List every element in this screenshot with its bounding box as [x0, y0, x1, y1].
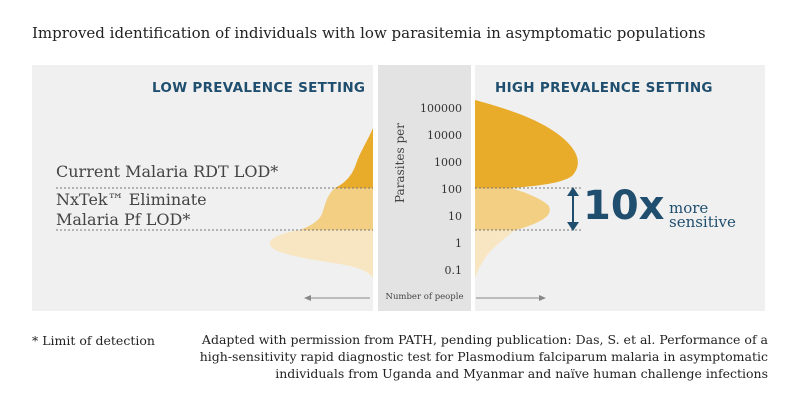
- high-prevalence-heading: HIGH PREVALENCE SETTING: [495, 80, 713, 96]
- y-tick: 100000: [420, 102, 462, 115]
- nxtek-lod-label-line2: Malaria Pf LOD*: [56, 210, 191, 229]
- rdt-lod-label: Current Malaria RDT LOD*: [56, 162, 279, 181]
- number-of-people-arrows: [304, 295, 546, 301]
- y-tick: 1: [455, 237, 462, 250]
- right-dark-region: [475, 100, 578, 188]
- nxtek-lod-label-line1: NxTek™ Eliminate: [56, 190, 207, 209]
- right-mid-region: [475, 188, 550, 230]
- x-axis-title: Number of people: [385, 292, 464, 302]
- left-light-region: [269, 230, 373, 278]
- y-tick: 10000: [427, 129, 462, 142]
- sensitivity-multiplier: 10x: [583, 183, 665, 229]
- footnote: * Limit of detection: [32, 333, 155, 348]
- ten-x-arrow: [567, 187, 579, 231]
- y-axis-title: Parasites per: [393, 123, 407, 203]
- low-prevalence-heading: LOW PREVALENCE SETTING: [152, 80, 366, 96]
- source-citation: Adapted with permission from PATH, pendi…: [199, 332, 768, 381]
- axis-panel: [378, 65, 471, 311]
- y-tick: 100: [441, 183, 462, 196]
- right-light-region: [475, 230, 515, 278]
- left-dark-region: [335, 128, 373, 188]
- y-tick: 0.1: [444, 264, 463, 277]
- y-tick: 1000: [434, 156, 462, 169]
- figure-title: Improved identification of individuals w…: [32, 24, 706, 42]
- sensitivity-text-line2: sensitive: [669, 213, 736, 231]
- y-tick: 10: [448, 210, 462, 223]
- left-mid-region: [300, 188, 373, 230]
- sensitivity-text-line1: more: [669, 199, 709, 217]
